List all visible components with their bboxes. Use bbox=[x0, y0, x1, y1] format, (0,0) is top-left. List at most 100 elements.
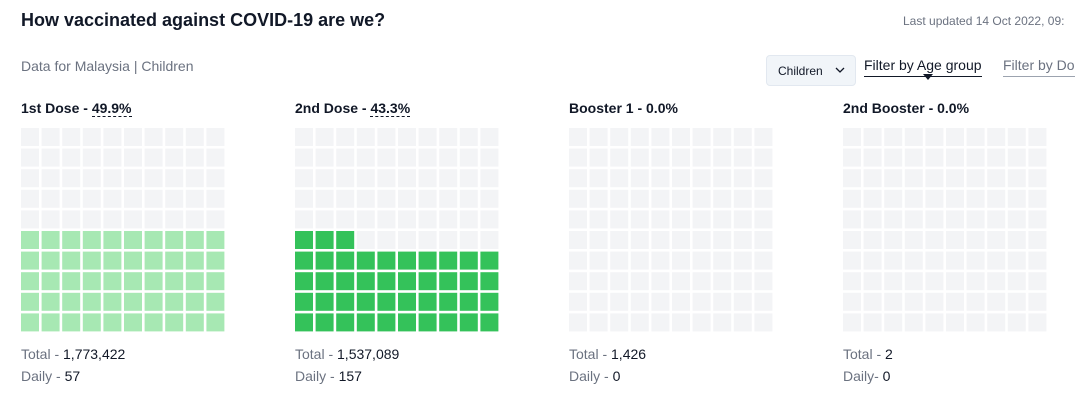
waffle-cell-empty bbox=[569, 231, 587, 249]
waffle-grid bbox=[843, 128, 1047, 332]
waffle-cell-empty bbox=[925, 210, 944, 229]
total-label: Total - bbox=[295, 346, 338, 362]
waffle-cell-empty bbox=[843, 272, 861, 291]
waffle-cell-empty bbox=[165, 128, 184, 146]
chevron-down-icon bbox=[835, 67, 845, 73]
waffle-cell-filled bbox=[103, 313, 122, 332]
waffle-cell-empty bbox=[925, 292, 944, 311]
waffle-cell-empty bbox=[206, 128, 225, 146]
waffle-cell-filled bbox=[185, 313, 204, 332]
waffle-cell-empty bbox=[377, 231, 396, 249]
waffle-cell-empty bbox=[987, 128, 1006, 146]
waffle-cell-empty bbox=[904, 251, 923, 270]
waffle-cell-empty bbox=[336, 148, 355, 167]
waffle-cell-empty bbox=[692, 313, 711, 332]
waffle-cell-filled bbox=[82, 313, 101, 332]
tab-filter-by-dose[interactable]: Filter by Do bbox=[1003, 57, 1075, 77]
total-label: Total - bbox=[569, 346, 612, 362]
waffle-cell-empty bbox=[904, 189, 923, 208]
waffle-cell-empty bbox=[904, 292, 923, 311]
waffle-cell-empty bbox=[356, 128, 375, 146]
waffle-cell-empty bbox=[569, 272, 587, 291]
waffle-cell-filled bbox=[377, 313, 396, 332]
waffle-cell-empty bbox=[610, 169, 629, 188]
waffle-cell-empty bbox=[987, 251, 1006, 270]
waffle-cell-empty bbox=[713, 189, 732, 208]
waffle-cell-empty bbox=[966, 313, 985, 332]
waffle-cell-empty bbox=[651, 231, 670, 249]
age-group-select[interactable]: Children bbox=[766, 55, 856, 86]
waffle-cell-empty bbox=[713, 292, 732, 311]
waffle-cell-empty bbox=[124, 148, 142, 167]
waffle-cell-filled bbox=[21, 251, 39, 270]
waffle-cell-filled bbox=[62, 292, 81, 311]
waffle-cell-empty bbox=[144, 169, 163, 188]
waffle-cell-empty bbox=[439, 231, 458, 249]
waffle-cell-filled bbox=[62, 313, 81, 332]
waffle-cell-filled bbox=[185, 272, 204, 291]
waffle-cell-empty bbox=[103, 210, 122, 229]
waffle-cell-empty bbox=[1007, 313, 1026, 332]
waffle-cell-empty bbox=[315, 148, 334, 167]
waffle-cell-empty bbox=[630, 313, 649, 332]
last-updated-text: Last updated 14 Oct 2022, 09: bbox=[903, 14, 1065, 28]
waffle-cell-empty bbox=[925, 313, 944, 332]
waffle-cell-filled bbox=[124, 231, 142, 249]
waffle-cell-empty bbox=[946, 169, 964, 188]
total-value: 1,537,089 bbox=[337, 346, 400, 362]
waffle-cell-empty bbox=[41, 169, 60, 188]
waffle-cell-filled bbox=[480, 272, 499, 291]
waffle-cell-empty bbox=[863, 251, 882, 270]
waffle-cell-empty bbox=[1028, 313, 1047, 332]
waffle-cell-empty bbox=[966, 189, 985, 208]
waffle-cell-empty bbox=[863, 313, 882, 332]
waffle-cell-empty bbox=[946, 210, 964, 229]
tab-filter-by-age-group[interactable]: Filter by Age group bbox=[864, 57, 982, 77]
waffle-cell-empty bbox=[336, 189, 355, 208]
waffle-cell-empty bbox=[21, 128, 39, 146]
waffle-cell-empty bbox=[630, 128, 649, 146]
waffle-cell-empty bbox=[295, 210, 313, 229]
waffle-cell-empty bbox=[843, 292, 861, 311]
daily-label: Daily - bbox=[21, 368, 65, 384]
data-subtitle: Data for Malaysia | Children bbox=[21, 58, 194, 74]
waffle-cell-empty bbox=[1028, 169, 1047, 188]
waffle-cell-empty bbox=[925, 272, 944, 291]
waffle-cell-empty bbox=[315, 128, 334, 146]
waffle-grid bbox=[21, 128, 225, 332]
panel-percent[interactable]: 49.9% bbox=[91, 100, 132, 117]
waffle-cell-empty bbox=[439, 148, 458, 167]
panel-stats: Total - 1,537,089 Daily - 157 bbox=[295, 343, 399, 387]
waffle-cell-empty bbox=[589, 210, 608, 229]
panel-percent[interactable]: 43.3% bbox=[370, 100, 411, 117]
waffle-cell-empty bbox=[356, 231, 375, 249]
waffle-cell-empty bbox=[1028, 128, 1047, 146]
total-value: 1,426 bbox=[611, 346, 647, 362]
dose-panel-2nd-booster: 2nd Booster - 0.0% Total - 2 Daily- 0 bbox=[843, 100, 1080, 384]
panel-title: 1st Dose - 49.9% bbox=[21, 100, 261, 120]
waffle-cell-empty bbox=[904, 313, 923, 332]
waffle-cell-empty bbox=[418, 148, 437, 167]
total-value: 1,773,422 bbox=[63, 346, 126, 362]
daily-value: 0 bbox=[882, 368, 891, 384]
waffle-cell-filled bbox=[206, 292, 225, 311]
waffle-cell-empty bbox=[692, 169, 711, 188]
waffle-cell-empty bbox=[946, 313, 964, 332]
waffle-cell-empty bbox=[206, 169, 225, 188]
waffle-cell-empty bbox=[480, 189, 499, 208]
waffle-cell-filled bbox=[439, 313, 458, 332]
total-label: Total - bbox=[843, 346, 886, 362]
waffle-cell-empty bbox=[884, 272, 903, 291]
waffle-cell-empty bbox=[62, 148, 81, 167]
waffle-cell-filled bbox=[295, 272, 313, 291]
waffle-cell-empty bbox=[589, 251, 608, 270]
waffle-cell-empty bbox=[1007, 189, 1026, 208]
waffle-cell-empty bbox=[630, 148, 649, 167]
waffle-cell-empty bbox=[459, 231, 478, 249]
waffle-cell-filled bbox=[41, 272, 60, 291]
waffle-cell-filled bbox=[459, 313, 478, 332]
waffle-cell-empty bbox=[124, 169, 142, 188]
waffle-cell-empty bbox=[651, 148, 670, 167]
waffle-cell-filled bbox=[336, 251, 355, 270]
waffle-cell-empty bbox=[418, 231, 437, 249]
